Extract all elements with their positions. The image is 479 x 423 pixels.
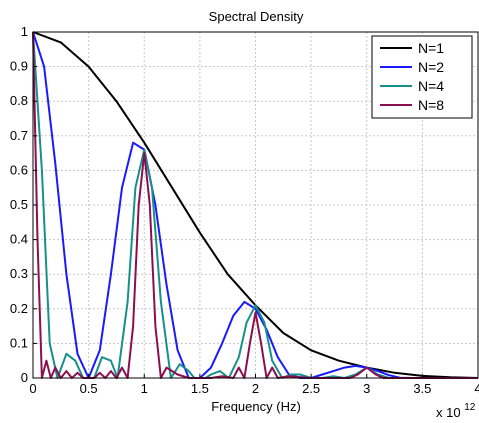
y-tick-label: 0.7 xyxy=(10,128,28,143)
chart-title: Spectral Density xyxy=(209,9,304,24)
x-axis-title: Frequency (Hz) xyxy=(211,399,301,414)
legend-label-3: N=4 xyxy=(418,78,444,94)
x-tick-label: 3.5 xyxy=(413,381,431,396)
y-tick-label: 0.6 xyxy=(10,162,28,177)
y-tick-label: 1 xyxy=(21,24,28,39)
y-tick-label: 0.1 xyxy=(10,335,28,350)
legend-label-1: N=1 xyxy=(418,40,444,56)
y-tick-label: 0.8 xyxy=(10,93,28,108)
x-tick-label: 0.5 xyxy=(80,381,98,396)
x-tick-label: 2.5 xyxy=(302,381,320,396)
x-tick-label: 0 xyxy=(29,381,36,396)
x-axis-multiplier-exponent: 12 xyxy=(464,402,476,413)
y-tick-label: 0.2 xyxy=(10,301,28,316)
x-tick-label: 3 xyxy=(363,381,370,396)
x-tick-label: 4 xyxy=(474,381,479,396)
y-tick-label: 0.9 xyxy=(10,59,28,74)
x-tick-label: 2 xyxy=(252,381,259,396)
x-tick-label: 1.5 xyxy=(191,381,209,396)
x-tick-label: 1 xyxy=(141,381,148,396)
y-tick-label: 0 xyxy=(21,370,28,385)
x-axis-multiplier: x 10 12 xyxy=(436,402,476,420)
x-axis-ticks: 0 0.5 1 1.5 2 2.5 3 3.5 4 xyxy=(29,374,479,396)
y-tick-label: 0.4 xyxy=(10,232,28,247)
y-axis-ticks: 0 0.1 0.2 0.3 0.4 0.5 0.6 0.7 0.8 0.9 1 xyxy=(10,24,37,385)
y-tick-label: 0.5 xyxy=(10,197,28,212)
y-tick-label: 0.3 xyxy=(10,266,28,281)
legend-label-2: N=2 xyxy=(418,59,444,75)
legend: N=1 N=2 N=4 N=8 xyxy=(371,35,473,119)
legend-label-4: N=8 xyxy=(418,97,444,113)
x-axis-multiplier-base: x 10 xyxy=(436,405,461,420)
